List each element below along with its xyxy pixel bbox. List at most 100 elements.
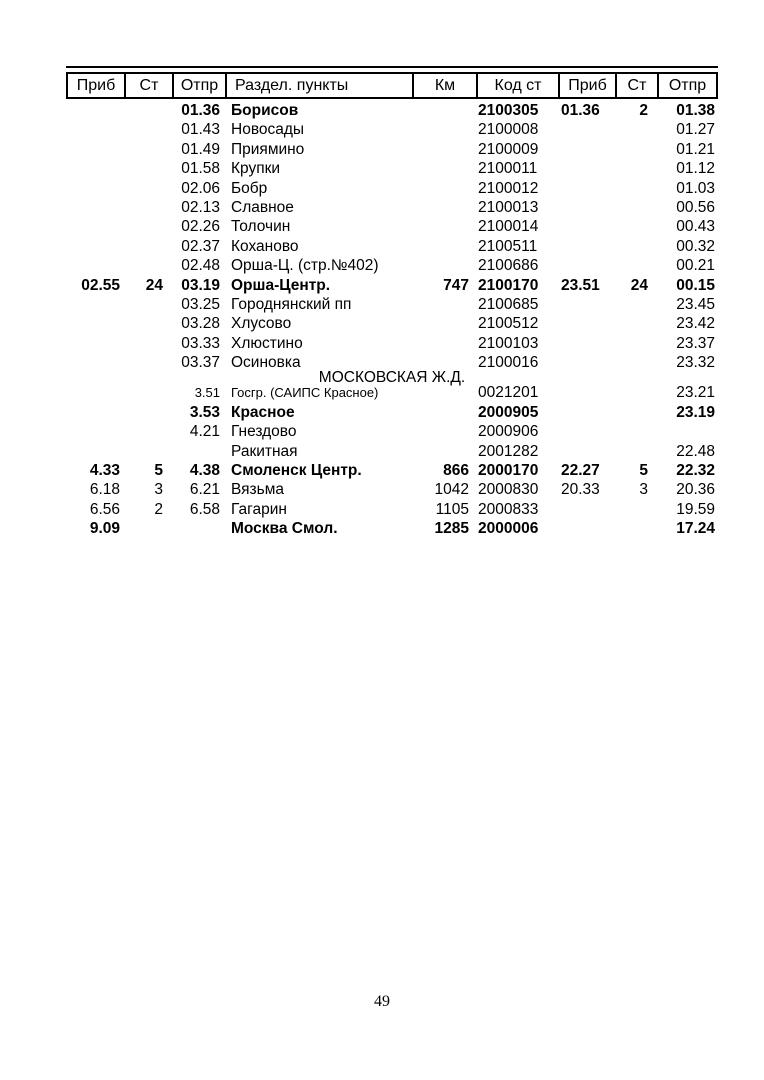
cell-station-code: 2100685 (478, 295, 539, 313)
cell-departure-right: 01.38 (676, 102, 715, 119)
cell-departure-right: 19.59 (676, 500, 715, 518)
cell-station-name: Госгр. (САИПС Красное) (231, 385, 379, 401)
cell-station-name: Хлюстино (231, 334, 303, 352)
cell-station-code: 2100686 (478, 257, 539, 275)
table-row: 4.33 5 4.38 Смоленск Центр. 866 2000170 22.27 5… (66, 461, 718, 480)
table-row: 02.48 Орша-Ц. (стр.№402) 2100686 00.21 (66, 256, 718, 275)
cell-station-code: 2100305 (478, 102, 539, 119)
table-row: 02.37 Коханово 2100511 00.32 (66, 237, 718, 256)
cell-departure-right: 22.32 (676, 462, 715, 480)
timetable-table: Приб Ст Отпр Раздел. пункты Км Код ст Пр… (66, 72, 718, 539)
col-header-km: Км (412, 74, 476, 97)
cell-station-name: Осиновка (231, 354, 301, 372)
col-header-stop-left: Ст (124, 74, 172, 97)
cell-departure-left: 01.58 (181, 160, 220, 178)
cell-departure-left: 6.58 (189, 500, 220, 518)
cell-departure-left: 03.28 (181, 315, 220, 333)
table-row: 02.26 Толочин 2100014 00.43 (66, 217, 718, 236)
col-header-station-code: Код ст (476, 74, 558, 97)
cell-station-name: Ракитная (231, 442, 298, 460)
col-header-arrival-left: Приб (76, 77, 116, 94)
cell-km: 1042 (434, 481, 469, 499)
cell-departure-right: 23.32 (676, 354, 715, 372)
cell-departure-left: 02.13 (181, 198, 220, 216)
cell-departure-left: 01.49 (181, 140, 220, 158)
cell-departure-right: 23.19 (676, 403, 715, 421)
table-row: 02.55 24 03.19 Орша-Центр. 747 2100170 23.51 24… (66, 276, 718, 295)
cell-departure-right: 23.42 (676, 315, 715, 333)
cell-arrival-right: 23.51 (561, 276, 600, 294)
cell-departure-left: 4.21 (189, 423, 220, 441)
cell-arrival-right: 01.36 (561, 102, 600, 119)
table-row: 6.18 3 6.21 Вязьма 1042 2000830 20.33 3 20.36 (66, 480, 718, 499)
cell-station-name: Вязьма (231, 481, 285, 499)
table-row: 3.51 Госгр. (САИПС Красное) 0021201 23.21 (66, 383, 718, 402)
cell-departure-right: 23.37 (676, 334, 715, 352)
cell-departure-right: 00.43 (676, 218, 715, 236)
cell-departure-right: 01.21 (676, 140, 715, 158)
table-row: 3.53 Красное 2000905 23.19 (66, 403, 718, 422)
cell-station-code: 2000170 (478, 462, 539, 480)
cell-departure-left: 03.33 (181, 334, 220, 352)
cell-stop-left: 3 (154, 481, 163, 499)
table-body: 01.36 Борисов 2100305 01.36 2 01.38 01.43 Новос… (66, 101, 718, 539)
cell-stop-right: 3 (639, 481, 648, 499)
cell-arrival-right: 22.27 (561, 462, 600, 480)
cell-station-code: 2100012 (478, 179, 539, 197)
section-header-row: МОСКОВСКАЯ Ж.Д. (66, 370, 718, 386)
cell-arrival-left: 6.18 (89, 481, 120, 499)
col-header-stop-right: Ст (615, 74, 657, 97)
cell-station-name: Орша-Центр. (231, 276, 331, 294)
cell-station-name: Новосады (231, 121, 305, 139)
cell-departure-left: 02.37 (181, 237, 220, 255)
cell-station-code: 2100511 (478, 237, 538, 255)
table-row: 01.36 Борисов 2100305 01.36 2 01.38 (66, 101, 718, 120)
cell-station-code: 2100008 (478, 121, 539, 139)
cell-stop-left: 5 (154, 462, 163, 480)
cell-departure-left: 03.19 (181, 276, 220, 294)
cell-station-name: Крупки (231, 160, 281, 178)
cell-km: 866 (443, 462, 469, 480)
cell-station-code: 2100512 (478, 315, 539, 333)
col-header-arrival-right: Приб (558, 74, 615, 97)
cell-station-name: Славное (231, 198, 294, 216)
cell-departure-left: 3.53 (189, 403, 220, 421)
cell-station-name: Борисов (231, 102, 299, 119)
cell-station-code: 2100103 (478, 334, 539, 352)
table-row: 03.28 Хлусово 2100512 23.42 (66, 314, 718, 333)
cell-departure-left: 01.36 (181, 102, 220, 119)
col-header-departure-right: Отпр (657, 74, 716, 97)
table-row: 01.43 Новосады 2100008 01.27 (66, 120, 718, 139)
cell-arrival-left: 6.56 (89, 500, 120, 518)
cell-station-name: Толочин (231, 218, 291, 236)
cell-station-code: 2000830 (478, 481, 539, 499)
cell-station-code: 2100009 (478, 140, 539, 158)
cell-departure-left: 02.48 (181, 257, 220, 275)
cell-departure-right: 23.45 (676, 295, 715, 313)
cell-stop-right: 5 (639, 462, 648, 480)
cell-station-name: Гагарин (231, 500, 287, 518)
cell-arrival-right: 20.33 (561, 481, 600, 499)
cell-departure-right: 20.36 (676, 481, 715, 499)
cell-station-name: Приямино (231, 140, 305, 158)
cell-departure-left: 02.06 (181, 179, 220, 197)
table-row: 9.09 Москва Смол. 1285 2000006 17.24 (66, 519, 718, 538)
cell-arrival-left: 9.09 (89, 520, 120, 538)
cell-departure-right: 01.27 (676, 121, 715, 139)
table-row: 01.49 Приямино 2100009 01.21 (66, 140, 718, 159)
cell-station-name: Москва Смол. (231, 520, 338, 538)
cell-departure-right: 00.21 (676, 257, 715, 275)
cell-km: 747 (443, 276, 469, 294)
table-row: 02.06 Бобр 2100012 01.03 (66, 179, 718, 198)
table-header-row: Приб Ст Отпр Раздел. пункты Км Код ст Пр… (66, 72, 718, 99)
col-header-section-points: Раздел. пункты (225, 74, 412, 97)
cell-station-name: Бобр (231, 179, 268, 197)
cell-stop-right: 2 (639, 102, 648, 119)
cell-departure-left: 3.51 (194, 385, 220, 401)
cell-departure-left: 01.43 (181, 121, 220, 139)
cell-station-code: 2000833 (478, 500, 539, 518)
cell-station-code: 2100014 (478, 218, 539, 236)
table-row: 4.21 Гнездово 2000906 (66, 422, 718, 441)
table-row: 02.13 Славное 2100013 00.56 (66, 198, 718, 217)
